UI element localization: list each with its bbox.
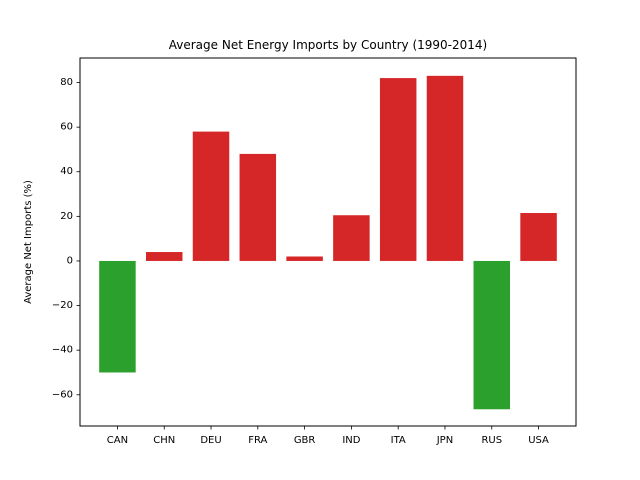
y-tick-label: 40: [60, 166, 73, 177]
bar-deu: [192, 131, 230, 261]
bar-jpn: [426, 75, 464, 261]
bar-gbr: [286, 256, 323, 261]
bar-usa: [520, 213, 557, 261]
x-tick-label-fra: FRA: [248, 435, 267, 446]
y-tick-label: −20: [52, 300, 73, 311]
bar-chn: [145, 252, 183, 261]
x-tick-label-can: CAN: [107, 435, 128, 446]
bar-can: [99, 260, 136, 373]
y-tick-label: −60: [52, 389, 73, 400]
y-axis-label: Average Net Imports (%): [23, 180, 34, 304]
chart-title: Average Net Energy Imports by Country (1…: [169, 38, 487, 52]
y-tick-label: 20: [60, 211, 73, 222]
x-tick-label-rus: RUS: [481, 435, 502, 446]
x-tick-label-gbr: GBR: [294, 435, 316, 446]
x-axis: CAN CHN DEU FRA GBR IND ITA JPN RUS USA: [107, 426, 549, 446]
y-tick-label: 80: [60, 77, 73, 88]
x-tick-label-ita: ITA: [391, 435, 406, 446]
x-tick-label-deu: DEU: [200, 435, 221, 446]
bar-fra: [239, 153, 277, 261]
plot-frame: [79, 57, 577, 427]
y-tick-label: 60: [60, 122, 73, 133]
x-tick-label-usa: USA: [528, 435, 549, 446]
plot-area: [99, 75, 557, 410]
y-tick-label: −40: [52, 345, 73, 356]
bar-ind: [333, 215, 370, 261]
y-axis: 80 60 40 20 0 −20 −40 −60: [52, 77, 80, 400]
bar-ita: [379, 78, 417, 261]
x-tick-label-ind: IND: [342, 435, 360, 446]
y-tick-label: 0: [67, 255, 73, 266]
x-tick-label-jpn: JPN: [436, 435, 453, 446]
bar-rus: [473, 260, 511, 410]
x-tick-label-chn: CHN: [153, 435, 175, 446]
